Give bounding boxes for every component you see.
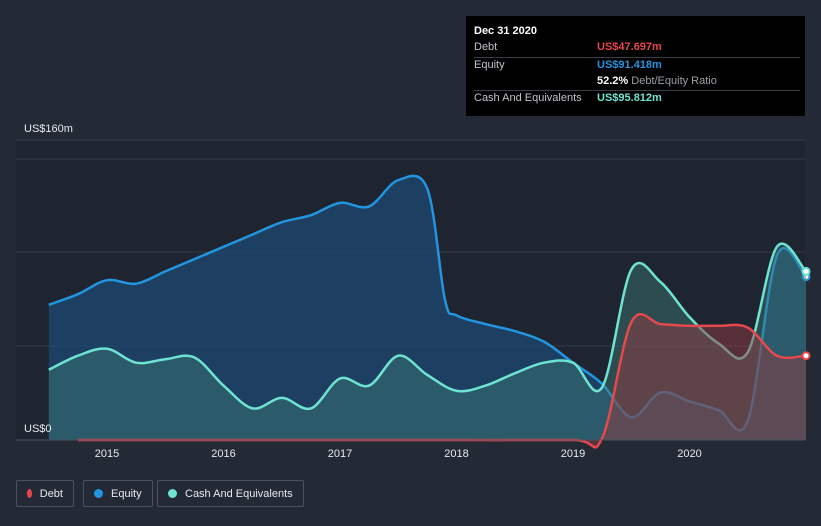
tooltip-panel: Dec 31 2020 Debt US$47.697m Equity US$91…: [466, 16, 805, 116]
tooltip-equity-row: Equity US$91.418m: [474, 59, 800, 75]
x-tick-label: 2018: [444, 448, 468, 460]
tooltip-equity-value: US$91.418m: [597, 59, 662, 71]
debt-dot-icon: [27, 489, 32, 498]
equity-dot-icon: [94, 489, 103, 498]
legend-cash-label: Cash And Equivalents: [185, 487, 293, 500]
x-tick-label: 2017: [328, 448, 352, 460]
x-tick-label: 2020: [677, 448, 701, 460]
tooltip-divider: [474, 90, 800, 91]
legend-debt[interactable]: Debt: [16, 480, 74, 507]
legend-debt-label: Debt: [39, 487, 63, 500]
x-tick-label: 2019: [561, 448, 585, 460]
x-tick-label: 2015: [95, 448, 119, 460]
tooltip-ratio-line: 52.2% Debt/Equity Ratio: [597, 75, 717, 87]
tooltip-debt-value: US$47.697m: [597, 41, 662, 53]
y-axis-bottom-label: US$0: [24, 423, 52, 435]
y-axis-top-label: US$160m: [24, 123, 73, 135]
tooltip-ratio-label: Debt/Equity Ratio: [631, 75, 717, 87]
cash-end-marker: [801, 266, 811, 276]
tooltip-date: Dec 31 2020: [474, 25, 537, 37]
legend-equity-label: Equity: [111, 487, 142, 500]
legend-equity[interactable]: Equity: [83, 480, 153, 507]
tooltip-divider: [474, 57, 800, 58]
tooltip-cash-row: Cash And Equivalents US$95.812m: [474, 92, 800, 108]
tooltip-ratio-value: 52.2%: [597, 75, 629, 87]
tooltip-debt-label: Debt: [474, 41, 498, 53]
tooltip-cash-label: Cash And Equivalents: [474, 92, 582, 104]
cash-line: [48, 242, 807, 411]
tooltip-ratio-row: 52.2% Debt/Equity Ratio: [474, 75, 800, 91]
tooltip-equity-label: Equity: [474, 59, 505, 71]
debt-end-marker: [801, 351, 811, 361]
tooltip-cash-value: US$95.812m: [597, 92, 662, 104]
x-tick-label: 2016: [211, 448, 235, 460]
cash-dot-icon: [168, 489, 177, 498]
tooltip-debt-row: Debt US$47.697m: [474, 41, 800, 57]
legend-cash[interactable]: Cash And Equivalents: [157, 480, 304, 507]
